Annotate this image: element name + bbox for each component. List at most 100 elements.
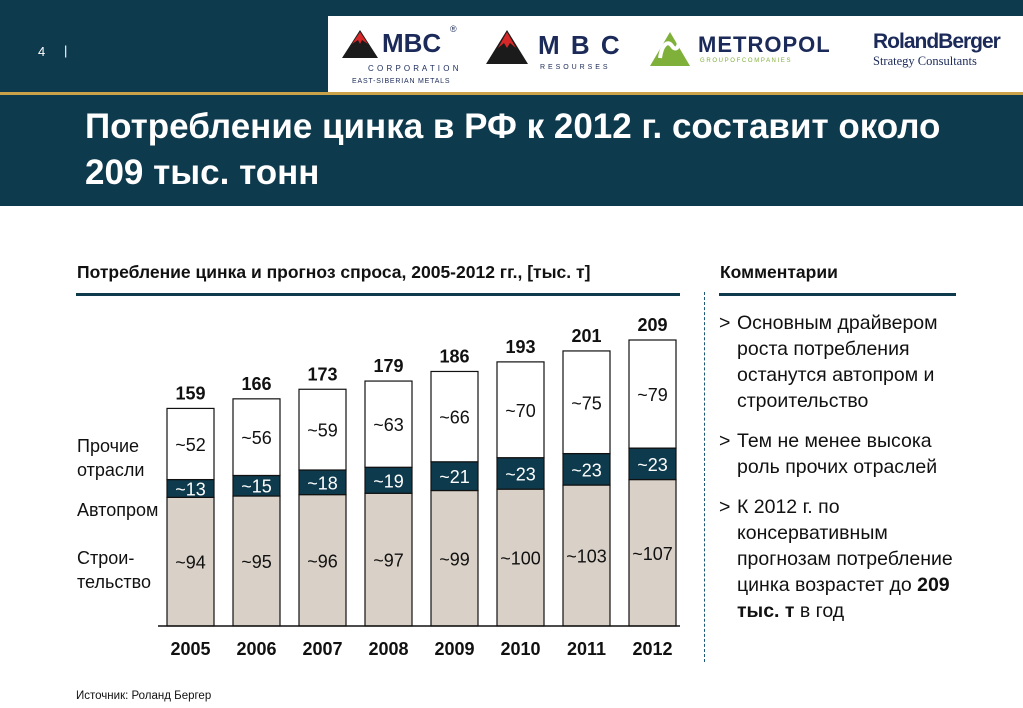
data-label: ~13 — [175, 479, 206, 499]
bar-segment — [628, 339, 677, 449]
total-label: 179 — [373, 356, 403, 376]
x-tick-label: 2007 — [302, 639, 342, 659]
bar-segment — [628, 478, 677, 627]
mbc-resources-sub: R E S O U R S E S — [540, 64, 609, 71]
bar-segment — [562, 484, 611, 627]
registered-mark: ® — [450, 24, 457, 34]
data-label: ~59 — [307, 421, 338, 441]
x-tick-label: 2005 — [170, 639, 210, 659]
roland-berger-logo: RolandBerger Strategy Consultants — [873, 24, 1013, 80]
page-title: Потребление цинка в РФ к 2012 г. состави… — [85, 104, 985, 196]
data-label: ~23 — [571, 460, 602, 480]
comments-title: Комментарии — [720, 262, 838, 282]
section-divider — [704, 292, 705, 662]
comment-text: К 2012 г. по консервативным прогнозам по… — [737, 496, 953, 596]
bar-segment — [430, 489, 479, 627]
metropol-sub: G R O U P O F C O M P A N I E S — [700, 58, 791, 64]
data-label: ~18 — [307, 473, 338, 493]
mbc-resources-name: M B C — [538, 30, 622, 60]
bar-segment — [166, 407, 215, 481]
legend-other: Прочие отрасли — [77, 434, 144, 482]
metropol-logo: METROPOL G R O U P O F C O M P A N I E S — [648, 24, 848, 80]
logo-band: MBC ® C O R P O R A T I O N EAST-SIBERIA… — [328, 16, 1023, 92]
bullet-marker: > — [719, 312, 731, 334]
data-label: ~23 — [505, 464, 536, 484]
metropol-logo-icon — [650, 32, 690, 66]
source-note: Источник: Роланд Бергер — [76, 690, 212, 702]
page-number: 4 — [38, 44, 47, 59]
legend-construction-line: Строи- — [77, 548, 135, 568]
bar-segment — [430, 370, 479, 463]
comment-text-end: в год — [794, 600, 845, 622]
legend-auto: Автопром — [77, 498, 158, 522]
roland-berger-sub: Strategy Consultants — [873, 54, 977, 68]
bar-segment — [364, 380, 413, 468]
x-tick-label: 2006 — [236, 639, 276, 659]
total-label: 201 — [571, 326, 601, 346]
x-tick-label: 2009 — [434, 639, 474, 659]
chart-title-rule — [76, 293, 680, 296]
x-tick-label: 2010 — [500, 639, 540, 659]
page-title-line-2: 209 тыс. тонн — [85, 153, 320, 192]
data-label: ~99 — [439, 549, 470, 569]
bar-segment — [430, 461, 479, 492]
comment-item: > Тем не менее высока роль прочих отрасл… — [719, 428, 964, 480]
total-label: 209 — [637, 315, 667, 335]
x-tick-label: 2008 — [368, 639, 408, 659]
mountain-logo-icon — [486, 30, 528, 64]
data-label: ~107 — [632, 544, 673, 564]
comment-highlight: 209 тыс. т — [737, 574, 950, 622]
data-label: ~97 — [373, 551, 404, 571]
data-label: ~100 — [500, 549, 541, 569]
comments-list: > Основным драйвером роста потребления о… — [719, 310, 964, 638]
mbc-resources-logo: M B C R E S O U R S E S — [484, 24, 624, 84]
total-label: 159 — [175, 383, 205, 403]
comments-title-rule — [719, 293, 956, 296]
data-label: ~56 — [241, 428, 272, 448]
bar-segment — [298, 469, 347, 496]
legend-auto-line: Автопром — [77, 500, 159, 520]
data-label: ~79 — [637, 385, 668, 405]
bar-segment — [232, 495, 281, 627]
bar-segment — [298, 388, 347, 471]
bullet-marker: > — [719, 430, 731, 452]
data-label: ~63 — [373, 415, 404, 435]
metropol-name: METROPOL — [698, 32, 831, 57]
total-label: 186 — [439, 346, 469, 366]
comment-item: > К 2012 г. по консервативным прогнозам … — [719, 494, 964, 624]
data-label: ~66 — [439, 408, 470, 428]
comment-text: Тем не менее высока роль прочих отраслей — [737, 430, 938, 478]
data-label: ~19 — [373, 471, 404, 491]
legend-construction: Строи- тельство — [77, 546, 151, 594]
data-label: ~95 — [241, 552, 272, 572]
bar-segment — [496, 457, 545, 490]
bar-segment — [496, 488, 545, 627]
data-label: ~70 — [505, 401, 536, 421]
total-label: 166 — [241, 374, 271, 394]
page-title-line-1: Потребление цинка в РФ к 2012 г. состави… — [85, 107, 941, 146]
chart-title: Потребление цинка и прогноз спроса, 2005… — [77, 262, 591, 282]
mountain-logo-icon — [342, 30, 378, 58]
x-tick-label: 2011 — [567, 639, 606, 659]
x-tick-label: 2012 — [632, 639, 672, 659]
bar-segment — [562, 350, 611, 455]
comment-text: Основным драйвером роста потребления ост… — [737, 312, 938, 412]
data-label: ~96 — [307, 551, 338, 571]
data-label: ~94 — [175, 553, 206, 573]
mbc-corporation-logo: MBC ® C O R P O R A T I O N EAST-SIBERIA… — [340, 24, 460, 86]
data-label: ~103 — [566, 547, 607, 567]
page-separator: | — [64, 43, 68, 58]
data-label: ~15 — [241, 477, 272, 497]
legend-other-line: Прочие — [77, 436, 140, 456]
header-gold-line — [0, 92, 1023, 95]
total-label: 173 — [307, 364, 337, 384]
mbc-corporation-tagline: EAST-SIBERIAN METALS — [352, 78, 451, 85]
bar-segment — [496, 361, 545, 459]
bar-segment — [232, 398, 281, 477]
roland-berger-name: RolandBerger — [873, 30, 1001, 53]
data-label: ~52 — [175, 435, 206, 455]
mbc-corporation-name: MBC — [382, 28, 442, 58]
legend-construction-line: тельство — [77, 572, 151, 592]
total-label: 193 — [505, 337, 535, 357]
